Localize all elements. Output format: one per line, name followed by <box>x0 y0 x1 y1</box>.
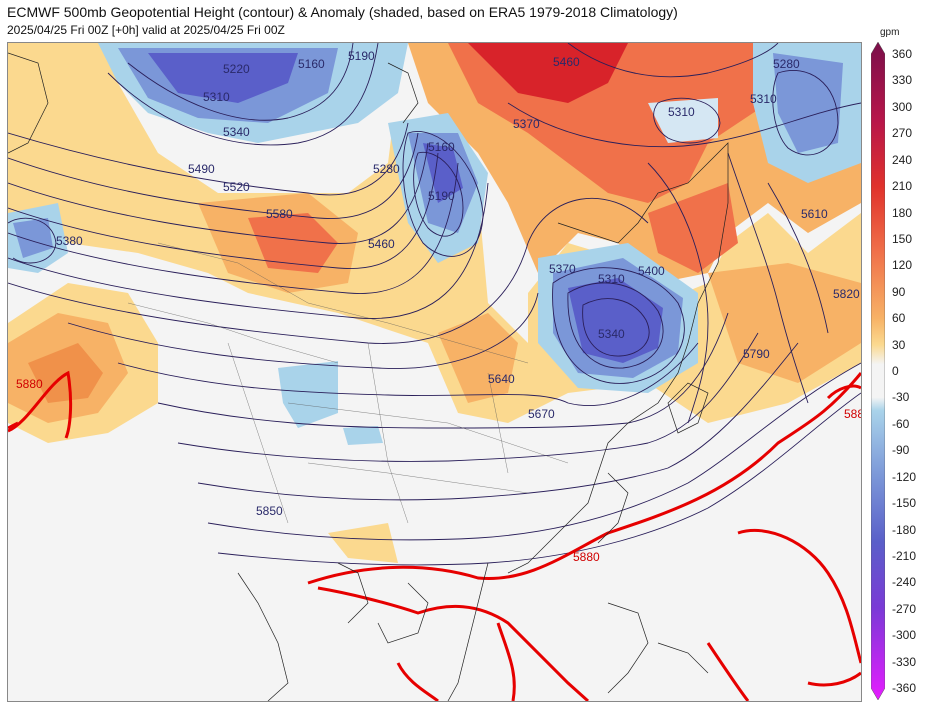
negative-anomaly-shading <box>8 43 861 445</box>
contour-label: 5160 <box>298 57 325 71</box>
colorbar-tick-label: -30 <box>892 390 910 405</box>
colorbar-tick-label: -90 <box>892 443 910 458</box>
contour-label: 5340 <box>598 327 625 341</box>
contour-label: 5640 <box>488 372 515 386</box>
colorbar-tick-label: 360 <box>892 47 913 61</box>
weather-map: 5220 5160 5190 5310 5340 5160 5190 5280 … <box>7 42 862 702</box>
colorbar-tick-label: -210 <box>892 548 917 563</box>
contour-label: 5850 <box>256 504 283 518</box>
contour-label: 5190 <box>428 189 455 203</box>
colorbar-tick-label: 60 <box>892 311 906 326</box>
contour-label: 5160 <box>428 140 455 154</box>
colorbar-tick-label: -270 <box>892 601 917 616</box>
contour-label: 5220 <box>223 62 250 76</box>
colorbar-tick-label: 180 <box>892 205 913 220</box>
borders <box>127 242 569 524</box>
colorbar-tick-label: 90 <box>892 284 906 299</box>
contour-label: 5280 <box>373 162 400 176</box>
contour-label: 5610 <box>801 207 828 221</box>
colorbar-tick-label: -180 <box>892 522 917 537</box>
colorbar-tick-label: -150 <box>892 496 917 511</box>
contour-label: 5580 <box>266 207 293 221</box>
colorbar-tick-label: 270 <box>892 126 913 141</box>
colorbar-tick-label: 30 <box>892 337 906 352</box>
contour-label: 5370 <box>549 262 576 276</box>
colorbar-tick-label: -300 <box>892 628 917 643</box>
contour-label-5880: 5880 <box>573 550 600 564</box>
colorbar-tick-label: 210 <box>892 179 913 194</box>
colorbar-tick-label: 300 <box>892 99 913 114</box>
chart-title: ECMWF 500mb Geopotential Height (contour… <box>7 4 678 20</box>
colorbar-tick-label: 330 <box>892 73 913 88</box>
colorbar-tick-label: -120 <box>892 469 917 484</box>
contour-label: 5340 <box>223 125 250 139</box>
contour-label: 5370 <box>513 117 540 131</box>
contour-label: 5490 <box>188 162 215 176</box>
contour-label: 5790 <box>743 347 770 361</box>
contour-label: 5460 <box>553 55 580 69</box>
contour-label: 5520 <box>223 180 250 194</box>
colorbar-tick-label: 0 <box>892 364 899 378</box>
contour-label: 5400 <box>638 264 665 278</box>
contour-label: 5190 <box>348 49 375 63</box>
contour-labels: 5220 5160 5190 5310 5340 5160 5190 5280 … <box>16 49 861 564</box>
colorbar-unit: gpm <box>880 27 900 38</box>
colorbar-tick-label: 120 <box>892 258 913 273</box>
contour-label: 5820 <box>833 287 860 301</box>
colorbar-tick-label: 240 <box>892 152 913 167</box>
contour-label: 5310 <box>598 272 625 286</box>
chart-subtitle: 2025/04/25 Fri 00Z [+0h] valid at 2025/0… <box>7 23 285 37</box>
contour-label: 5280 <box>773 57 800 71</box>
height-contours <box>8 43 861 566</box>
contour-label: 5310 <box>203 90 230 104</box>
contour-label-5880: 5880 <box>16 377 43 391</box>
contour-label-5880: 5880 <box>844 407 861 421</box>
colorbar-tick-label: -330 <box>892 654 917 669</box>
coastlines <box>8 52 729 701</box>
colorbar-tick-label: -240 <box>892 575 917 590</box>
contour-label: 5380 <box>56 234 83 248</box>
colorbar-tick-label: -60 <box>892 416 910 431</box>
contour-label: 5310 <box>750 92 777 106</box>
colorbar-tick-label: -360 <box>892 681 917 695</box>
colorbar-tick-label: 150 <box>892 231 913 246</box>
map-canvas: 5220 5160 5190 5310 5340 5160 5190 5280 … <box>8 43 861 701</box>
contour-label: 5460 <box>368 237 395 251</box>
contour-label: 5670 <box>528 407 555 421</box>
colorbar <box>871 42 885 700</box>
contour-label: 5310 <box>668 105 695 119</box>
